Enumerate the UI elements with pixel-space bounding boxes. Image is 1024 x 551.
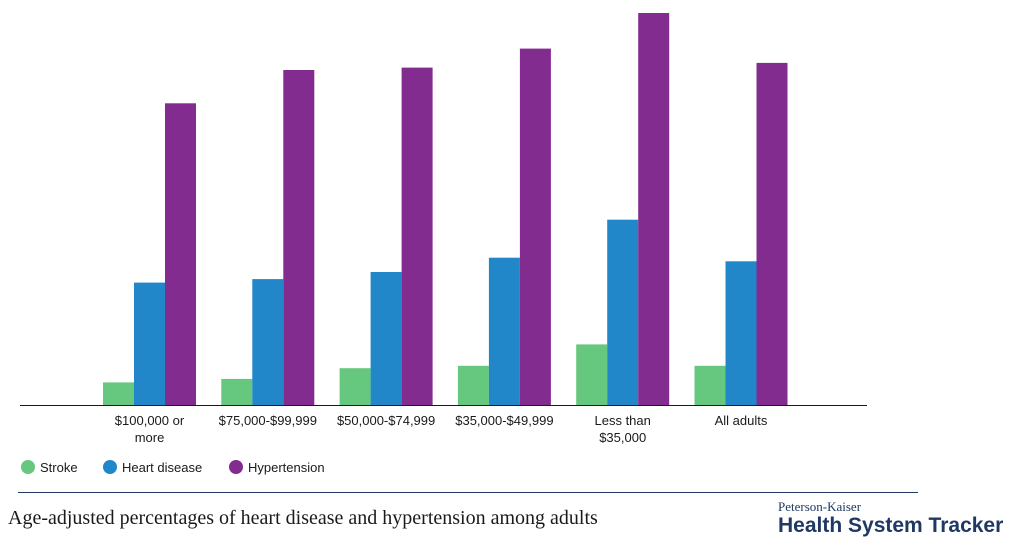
chart-title: Age-adjusted percentages of heart diseas… [8, 507, 598, 529]
brand-name-top: Peterson-Kaiser [778, 499, 862, 514]
x-tick-label: $100,000 or more [115, 413, 185, 445]
x-tick-label: All adults [715, 413, 768, 428]
legend-swatch-heart-disease [103, 460, 117, 474]
legend-label-hypertension: Hypertension [248, 460, 325, 475]
bar-hypertension-6 [756, 62, 788, 406]
legend: Stroke Heart disease Hypertension [21, 460, 325, 475]
bar-heart-disease-6 [725, 261, 757, 405]
bar-hypertension-5 [638, 13, 670, 405]
bar-heart-disease-5 [607, 219, 639, 405]
bar-stroke-1 [103, 382, 134, 405]
bar-heart-disease-3 [370, 272, 402, 405]
x-tick-label-line: All adults [715, 413, 768, 428]
bar-stroke-2 [221, 378, 253, 405]
bar-hypertension-1 [165, 103, 196, 406]
bar-stroke-5 [576, 344, 608, 405]
bar-heart-disease-2 [252, 279, 284, 405]
legend-swatch-stroke [21, 460, 35, 474]
bar-stroke-6 [694, 365, 726, 405]
bar-heart-disease-1 [134, 282, 165, 405]
x-tick-label: $35,000-$49,999 [455, 413, 553, 428]
x-tick-label-line: $50,000-$74,999 [337, 413, 435, 428]
bar-hypertension-2 [283, 70, 315, 405]
tick-labels-group: $100,000 or more $75,000-$99,999 $50,000-$7… [115, 413, 768, 445]
bar-heart-disease-4 [488, 257, 520, 405]
x-tick-label-line: $100,000 or [115, 413, 185, 428]
brand-logo: Peterson-Kaiser Health System Tracker [778, 500, 1003, 538]
bars-group [103, 13, 788, 406]
x-tick-label-line: $35,000 [599, 430, 646, 445]
x-tick-label-line: more [135, 430, 165, 445]
legend-swatch-hypertension [229, 460, 243, 474]
bar-hypertension-4 [519, 48, 551, 405]
x-tick-label-line: $35,000-$49,999 [455, 413, 553, 428]
legend-label-heart-disease: Heart disease [122, 460, 202, 475]
bar-stroke-4 [457, 365, 489, 405]
x-tick-label: $75,000-$99,999 [219, 413, 317, 428]
x-tick-label: $50,000-$74,999 [337, 413, 435, 428]
legend-label-stroke: Stroke [40, 460, 78, 475]
bar-stroke-3 [339, 368, 371, 405]
footer-rule [18, 492, 918, 493]
x-tick-label-line: $75,000-$99,999 [219, 413, 317, 428]
bar-hypertension-3 [401, 67, 433, 405]
brand-name-bottom: Health System Tracker [778, 514, 1004, 537]
x-tick-label-line: Less than [595, 413, 651, 428]
x-tick-label: Less than $35,000 [595, 413, 651, 445]
